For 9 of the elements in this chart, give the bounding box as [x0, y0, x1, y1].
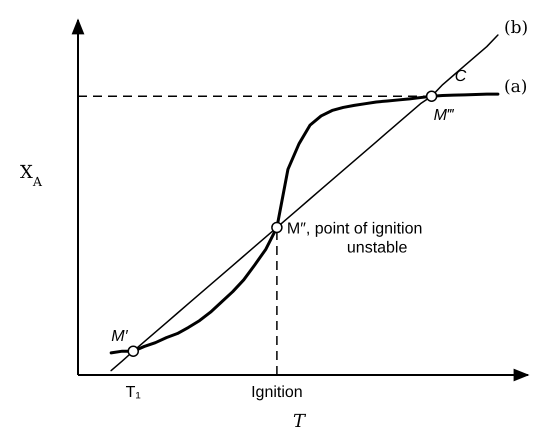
annotation: M′ [111, 328, 129, 346]
series-label: (a) [504, 77, 528, 98]
x-tick-label: T₁ [126, 384, 141, 401]
y-axis-title: X$_{A}$ [20, 162, 43, 188]
x-axis-title: T [292, 411, 307, 432]
x-tick-label: Ignition [251, 384, 303, 401]
series-label: (b) [504, 18, 528, 38]
annotation: M‴ [434, 107, 455, 124]
annotation: M″, point of ignition unstable [286, 220, 422, 256]
